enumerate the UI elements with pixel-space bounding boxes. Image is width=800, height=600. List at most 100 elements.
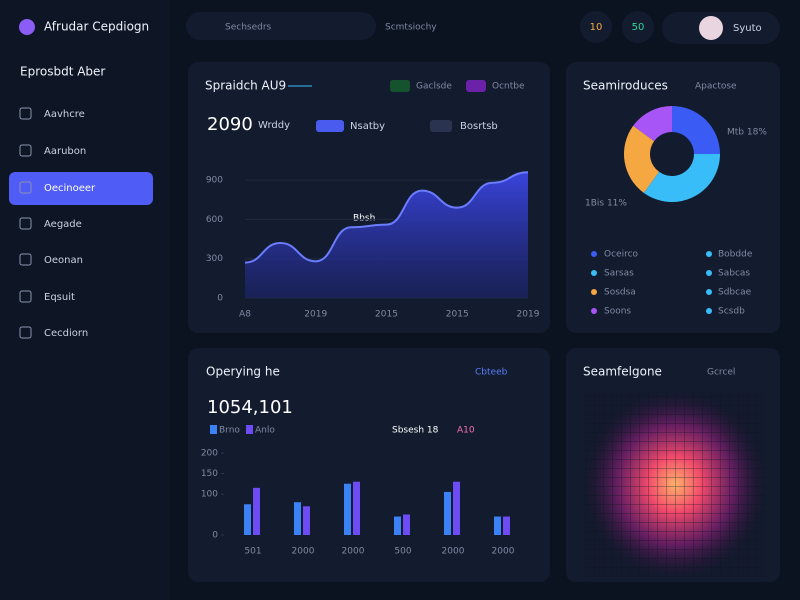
pie-slice — [624, 125, 660, 193]
x-tick-label: 2015 — [375, 310, 398, 320]
logo — [19, 19, 35, 35]
x-tick-label: 500 — [394, 547, 411, 557]
avatar — [699, 16, 723, 40]
bar — [344, 483, 351, 535]
tab[interactable]: Scmtsiochy — [385, 23, 437, 33]
chip-text: Gaclsde — [416, 82, 452, 92]
bar — [503, 516, 510, 535]
search-box[interactable] — [186, 12, 376, 40]
bar — [253, 487, 260, 535]
nav-icon — [19, 144, 32, 157]
bar — [303, 506, 310, 535]
bar — [244, 504, 251, 535]
legend-text: Bobdde — [718, 250, 753, 260]
card-link[interactable]: Gcrcel — [707, 368, 735, 378]
legend-text: Sabcas — [718, 269, 750, 279]
sub-label: Wrddy — [258, 120, 290, 131]
badge-text: 10 — [590, 22, 603, 33]
annotation: Bbsh — [353, 214, 375, 224]
card-link[interactable]: Cbteeb — [475, 368, 508, 378]
x-tick-label: 2019 — [304, 310, 327, 320]
x-tick-label: 501 — [244, 547, 261, 557]
big-number: 1054,101 — [207, 397, 293, 418]
area-fill — [245, 172, 528, 298]
legend-dot — [706, 270, 712, 276]
legend-dot — [591, 308, 597, 314]
bar — [394, 516, 401, 535]
y-tick-label: 150 — [201, 469, 218, 479]
annotation: 1Bis 11% — [585, 199, 627, 209]
badge[interactable] — [622, 11, 654, 43]
x-tick-label: 2019 — [517, 310, 540, 320]
bar — [403, 514, 410, 535]
nav-item[interactable]: Cecdiorn — [44, 328, 88, 339]
y-tick-label: 0 — [212, 531, 218, 541]
bar — [453, 481, 460, 535]
x-tick-label: 2015 — [446, 310, 469, 320]
nav-item[interactable]: Eqsuit — [44, 292, 75, 303]
legend-text: Sdbcae — [718, 288, 752, 298]
legend-swatch — [246, 425, 253, 434]
legend-dot — [591, 251, 597, 257]
nav-item[interactable]: Oeonan — [44, 255, 83, 266]
legend-dot — [591, 270, 597, 276]
nav-item[interactable]: Aarubon — [44, 146, 86, 157]
x-tick-label: 2000 — [492, 547, 515, 557]
y-tick-label: 900 — [206, 176, 223, 186]
y-tick-label: 600 — [206, 215, 223, 225]
badge[interactable] — [580, 11, 612, 43]
chip-text: Ocntbe — [492, 82, 525, 92]
chip[interactable] — [466, 80, 486, 92]
nav-item[interactable]: Aegade — [44, 219, 82, 230]
note: A10 — [457, 426, 475, 436]
legend-text: Scsdb — [718, 307, 745, 317]
legend-swatch — [430, 120, 452, 132]
legend-swatch — [316, 120, 344, 132]
card-title: Seamfelgone — [583, 365, 662, 379]
y-tick-label: 100 — [201, 490, 218, 500]
chip[interactable] — [390, 80, 410, 92]
legend-dot — [591, 289, 597, 295]
legend-text: Anlo — [255, 426, 275, 436]
legend-dot — [706, 251, 712, 257]
active-item — [9, 172, 153, 205]
pie-slice — [633, 106, 672, 142]
y-tick-label: 300 — [206, 254, 223, 264]
card-title: Seamiroduces — [583, 79, 668, 93]
user-name: Syuto — [733, 23, 762, 34]
bar — [494, 516, 501, 535]
y-tick-label: 0 — [217, 294, 223, 304]
nav-icon — [19, 326, 32, 339]
bar — [353, 481, 360, 535]
card-title: Operying he — [206, 365, 280, 379]
legend-text: Sosdsa — [604, 288, 636, 298]
note: Sbsesh 18 — [392, 426, 439, 436]
brand: Afrudar Cepdiogn — [44, 20, 149, 34]
legend-swatch — [210, 425, 217, 434]
annotation: Mtb 18% — [727, 128, 767, 138]
card-title: Spraidch AU9 — [205, 79, 286, 93]
sidebar — [0, 0, 170, 600]
bar — [444, 491, 451, 535]
nav-item[interactable]: Aavhcre — [44, 109, 85, 120]
nav-icon — [19, 290, 32, 303]
pie-slice — [672, 106, 720, 154]
legend-text: Nsatby — [350, 121, 385, 132]
x-tick-label: 2000 — [292, 547, 315, 557]
area-line — [244, 171, 529, 264]
nav-icon — [19, 181, 32, 194]
card-link[interactable]: Apactose — [695, 82, 737, 92]
x-tick-label: 2000 — [342, 547, 365, 557]
legend-text: Soons — [604, 307, 631, 317]
x-tick-label: A8 — [239, 310, 251, 320]
nav-item[interactable]: Oecinoeer — [44, 183, 96, 194]
legend-text: Sarsas — [604, 269, 634, 279]
nav-icon — [19, 217, 32, 230]
y-tick-label: 200 — [201, 449, 218, 459]
legend-dot — [706, 308, 712, 314]
nav-icon — [19, 107, 32, 120]
heatmap-grid — [585, 392, 765, 577]
search-text: Sechsedrs — [225, 23, 272, 33]
x-tick-label: 2000 — [442, 547, 465, 557]
